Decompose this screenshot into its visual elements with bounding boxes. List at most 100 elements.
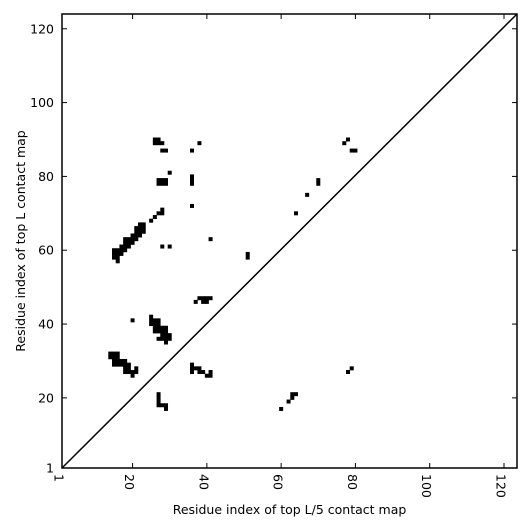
contact-point	[130, 318, 135, 323]
contact-point	[123, 237, 128, 242]
contact-point	[197, 141, 202, 146]
contact-point	[156, 329, 161, 334]
contact-point	[189, 174, 195, 179]
contact-point	[193, 299, 198, 304]
contact-point	[111, 248, 117, 253]
contact-point	[134, 229, 139, 234]
plot-frame	[61, 13, 518, 469]
contact-point	[156, 137, 161, 142]
contact-point	[123, 370, 128, 375]
contact-point	[163, 148, 169, 153]
contact-point	[123, 244, 128, 249]
y-tick-label: 60	[38, 243, 54, 258]
contact-point	[204, 296, 209, 301]
contact-point	[115, 362, 120, 367]
contact-point	[156, 181, 161, 186]
contact-point	[160, 329, 165, 334]
contact-point	[163, 403, 169, 408]
contact-point	[201, 370, 206, 375]
contact-point	[189, 178, 195, 183]
contact-point	[115, 248, 120, 253]
contact-point	[126, 362, 131, 367]
contact-point	[111, 355, 117, 360]
contact-point	[353, 148, 358, 153]
contact-point	[152, 215, 157, 220]
contact-point	[111, 362, 117, 367]
contact-point	[137, 226, 143, 231]
contact-point	[204, 299, 209, 304]
contact-point	[115, 251, 120, 256]
contact-point	[197, 366, 202, 371]
x-tick-label: 60	[271, 474, 286, 490]
contact-point	[349, 148, 354, 153]
contact-point	[201, 296, 206, 301]
plot-area	[61, 13, 518, 469]
contact-point	[137, 222, 143, 227]
contact-point	[126, 244, 131, 249]
contact-point	[293, 211, 299, 216]
contact-point	[126, 240, 131, 245]
contact-point	[141, 229, 146, 234]
x-tick-label: 80	[345, 474, 360, 490]
contact-point	[189, 203, 195, 208]
contact-point	[156, 392, 161, 397]
contact-point	[197, 296, 202, 301]
y-tick-label: 1	[46, 461, 54, 476]
contact-point	[204, 373, 209, 378]
contact-point	[305, 192, 310, 197]
contact-point	[134, 370, 139, 375]
contact-point	[119, 358, 124, 363]
contact-point	[167, 333, 172, 338]
contact-point	[156, 325, 161, 330]
contact-point	[193, 366, 198, 371]
contact-point	[119, 362, 124, 367]
contact-point	[123, 362, 128, 367]
contact-point	[189, 370, 195, 375]
contact-point	[108, 355, 113, 360]
contact-point	[149, 314, 154, 319]
contact-point	[201, 299, 206, 304]
contact-point	[156, 211, 161, 216]
contact-point	[163, 340, 169, 345]
contact-point	[156, 403, 161, 408]
contact-point	[130, 233, 135, 238]
contact-point	[208, 237, 213, 242]
contact-point	[163, 325, 169, 330]
contact-point	[111, 255, 117, 260]
contact-point	[130, 237, 135, 242]
contact-point	[163, 181, 169, 186]
contact-point	[163, 178, 169, 183]
contact-point	[160, 178, 165, 183]
contact-point	[290, 392, 295, 397]
contact-point	[189, 362, 195, 367]
contact-point	[152, 325, 157, 330]
contact-point	[130, 370, 135, 375]
contact-point	[134, 366, 139, 371]
contact-point	[197, 370, 202, 375]
contact-point	[119, 244, 124, 249]
contact-point	[160, 244, 165, 249]
contact-point	[108, 351, 113, 356]
contact-point	[123, 240, 128, 245]
contact-point	[134, 226, 139, 231]
contact-point	[130, 373, 135, 378]
contact-point	[134, 233, 139, 238]
contact-point	[279, 406, 284, 411]
contact-point	[130, 240, 135, 245]
x-tick-label: 20	[122, 474, 137, 490]
contact-point	[316, 181, 321, 186]
x-tick-label: 1	[52, 474, 67, 482]
contact-point	[149, 218, 154, 223]
contact-point	[111, 358, 117, 363]
contact-point	[156, 141, 161, 146]
contact-point	[152, 141, 157, 146]
contact-point	[152, 318, 157, 323]
contact-point	[189, 148, 195, 153]
contact-point	[126, 366, 131, 371]
contact-point	[115, 351, 120, 356]
contact-point	[152, 329, 157, 334]
contact-point	[189, 366, 195, 371]
contact-point	[137, 229, 143, 234]
contact-point	[115, 355, 120, 360]
contact-point	[286, 399, 291, 404]
